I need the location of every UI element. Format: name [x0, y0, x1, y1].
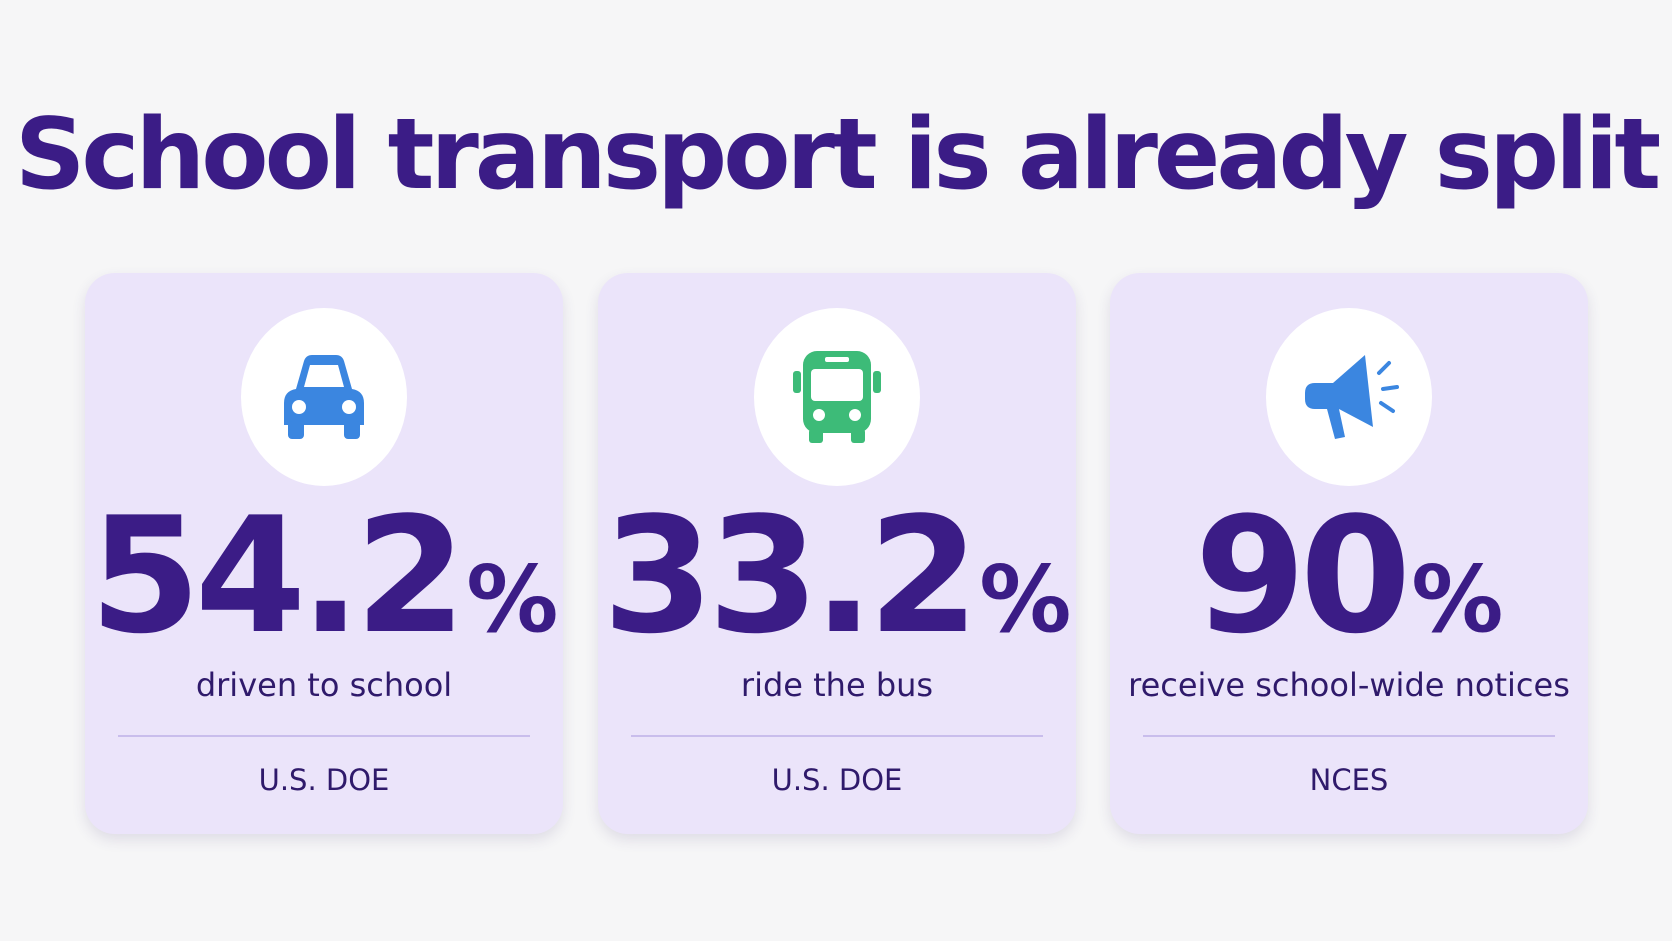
divider — [118, 735, 530, 737]
stat-source: U.S. DOE — [258, 763, 390, 797]
stat-number: 33.2% — [598, 491, 1076, 661]
stat-unit: % — [1411, 546, 1504, 653]
stat-unit: % — [466, 546, 559, 653]
car-icon — [284, 355, 364, 439]
stat-value: 54.2 — [89, 482, 467, 669]
stat-unit: % — [979, 546, 1072, 653]
stat-label: receive school-wide notices — [1128, 666, 1570, 704]
stat-card: 33.2% ride the bus U.S. DOE — [598, 273, 1076, 834]
stat-card: 54.2% driven to school U.S. DOE — [85, 273, 563, 834]
stat-card: 90% receive school-wide notices NCES — [1110, 273, 1588, 834]
stat-label: driven to school — [195, 666, 453, 704]
divider — [631, 735, 1043, 737]
icon-circle — [241, 308, 407, 486]
title: School transport is already split — [14, 98, 1661, 212]
stat-source: NCES — [1309, 763, 1389, 797]
megaphone-icon — [1305, 355, 1399, 439]
stat-source: U.S. DOE — [771, 763, 903, 797]
stat-label: ride the bus — [740, 666, 934, 704]
stat-value: 33.2 — [602, 482, 980, 669]
divider — [1143, 735, 1555, 737]
stat-number: 54.2% — [85, 491, 563, 661]
icon-circle — [754, 308, 920, 486]
bus-icon — [793, 351, 881, 443]
stat-value: 90 — [1194, 482, 1412, 669]
stat-number: 90% — [1110, 491, 1588, 661]
icon-circle — [1266, 308, 1432, 486]
